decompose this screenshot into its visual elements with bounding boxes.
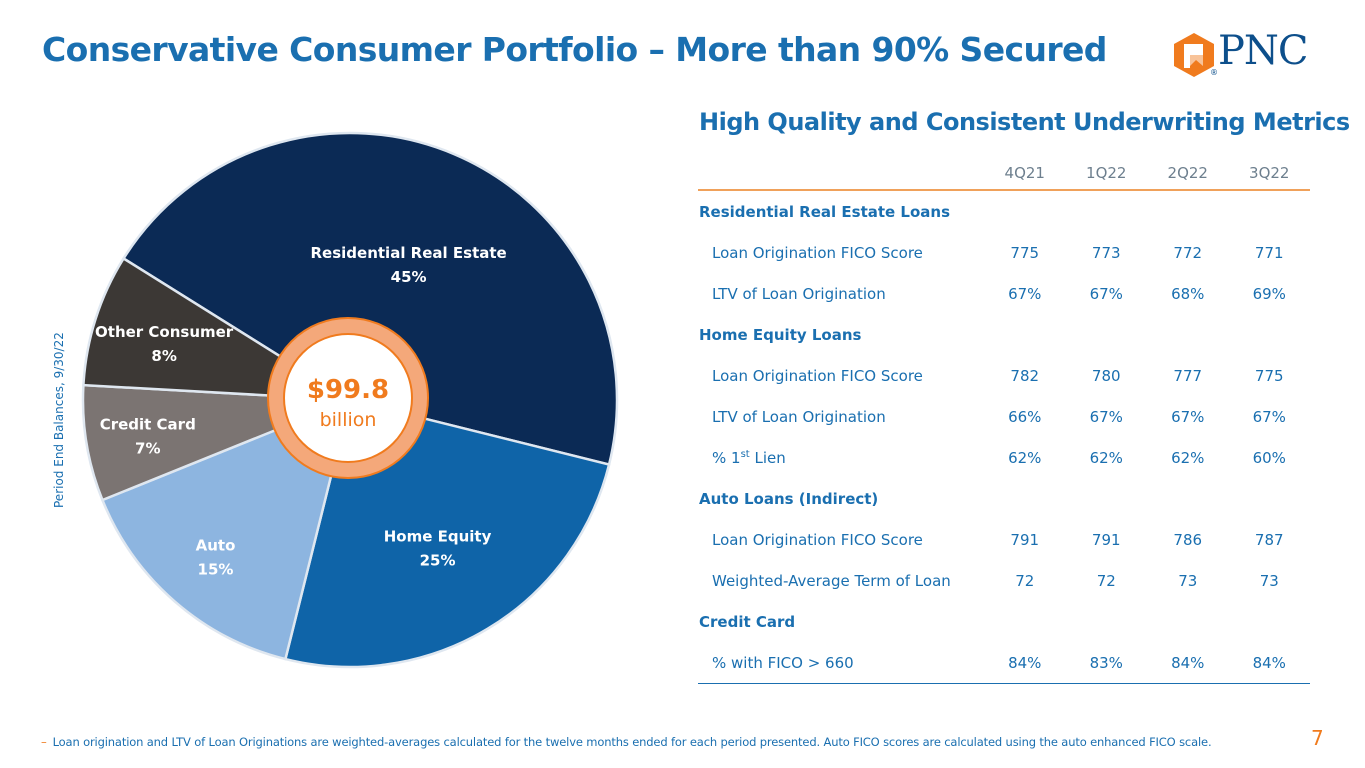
metric-value: 772 xyxy=(1173,243,1203,262)
metric-value: 791 xyxy=(1091,530,1121,549)
metric-row: % 1st Lien 62% 62% 62% 60% xyxy=(698,437,1310,478)
section-title: Auto Loans (Indirect) xyxy=(699,489,879,508)
pie-slice-residential-real-estate xyxy=(121,131,619,467)
metric-row: LTV of Loan Origination 67% 67% 68% 69% xyxy=(698,273,1310,314)
metric-value: 777 xyxy=(1173,366,1203,385)
column-header: 2Q22 xyxy=(1147,156,1229,191)
pnc-logo-text: PNC xyxy=(1218,28,1309,74)
center-disc xyxy=(283,333,413,463)
section-row: Auto Loans (Indirect) xyxy=(698,478,1310,519)
metric-value: 786 xyxy=(1173,530,1203,549)
metric-value: 62% xyxy=(1008,448,1042,467)
metric-value: 67% xyxy=(1252,407,1286,426)
metric-value: 72 xyxy=(1096,571,1116,590)
section-title: Home Equity Loans xyxy=(699,325,862,344)
page-title: Conservative Consumer Portfolio – More t… xyxy=(42,30,1107,69)
metric-row: Loan Origination FICO Score 782 780 777 775 xyxy=(698,355,1310,396)
metric-value: 791 xyxy=(1010,530,1040,549)
center-total-unit: billion xyxy=(320,409,377,431)
metric-row: % with FICO > 660 84% 83% 84% 84% xyxy=(698,642,1310,684)
section-title: Residential Real Estate Loans xyxy=(699,202,951,221)
underwriting-metrics-table: 4Q21 1Q22 2Q22 3Q22 Residential Real Est… xyxy=(698,156,1310,684)
page-number: 7 xyxy=(1311,726,1324,750)
metric-value: 72 xyxy=(1015,571,1035,590)
metric-value: 73 xyxy=(1259,571,1279,590)
pie-label-value: 45% xyxy=(391,268,427,286)
row-label: Weighted-Average Term of Loan xyxy=(712,571,951,590)
metric-value: 62% xyxy=(1171,448,1205,467)
consumer-portfolio-pie-chart: Residential Real Estate 45% Home Equity 25%… xyxy=(81,131,619,669)
pie-label-credit-card: Credit Card 7% xyxy=(100,415,196,457)
pie-label-name: Credit Card xyxy=(100,415,196,433)
pie-label-home-equity: Home Equity 25% xyxy=(384,528,492,570)
metric-value: 771 xyxy=(1254,243,1284,262)
metric-value: 780 xyxy=(1091,366,1121,385)
metric-value: 787 xyxy=(1254,530,1284,549)
pie-label-auto: Auto 15% xyxy=(196,537,236,579)
pie-label-other-consumer: Other Consumer 8% xyxy=(95,323,234,365)
row-label-post: Lien xyxy=(749,448,786,467)
metric-row: Weighted-Average Term of Loan 72 72 73 73 xyxy=(698,560,1310,601)
metric-value: 73 xyxy=(1178,571,1198,590)
center-total-value: $99.8 xyxy=(307,375,389,405)
section-row: Credit Card xyxy=(698,601,1310,642)
metric-row: Loan Origination FICO Score 775 773 772 771 xyxy=(698,232,1310,273)
metric-value: 68% xyxy=(1171,284,1205,303)
metric-value: 84% xyxy=(1228,642,1310,684)
metric-value: 62% xyxy=(1089,448,1123,467)
pie-slice-auto xyxy=(100,397,352,661)
footnote: – Loan origination and LTV of Loan Origin… xyxy=(41,735,1212,749)
pnc-logo: PNC ® xyxy=(1172,28,1332,80)
metric-value: 84% xyxy=(984,642,1066,684)
row-label-pre: % 1 xyxy=(712,448,741,467)
column-header: 1Q22 xyxy=(1065,156,1147,191)
pnc-logo-mark-icon xyxy=(1174,33,1214,77)
metric-value: 67% xyxy=(1171,407,1205,426)
metric-value: 67% xyxy=(1008,284,1042,303)
metric-value: 775 xyxy=(1010,243,1040,262)
row-label: LTV of Loan Origination xyxy=(712,407,886,426)
metric-value: 69% xyxy=(1252,284,1286,303)
section-row: Residential Real Estate Loans xyxy=(698,190,1310,232)
row-label: Loan Origination FICO Score xyxy=(712,530,923,549)
pie-label-name: Auto xyxy=(196,537,236,555)
pie-label-value: 25% xyxy=(420,552,456,570)
metric-value: 773 xyxy=(1091,243,1121,262)
table-title: High Quality and Consistent Underwriting… xyxy=(699,108,1350,136)
metric-value: 83% xyxy=(1065,642,1147,684)
row-label-sup: st xyxy=(740,448,750,460)
row-label: Loan Origination FICO Score xyxy=(712,243,923,262)
column-header: 3Q22 xyxy=(1228,156,1310,191)
row-label: % 1st Lien xyxy=(698,437,984,478)
row-label: Loan Origination FICO Score xyxy=(712,366,923,385)
metric-value: 66% xyxy=(1008,407,1042,426)
pie-label-value: 15% xyxy=(198,561,234,579)
metric-value: 60% xyxy=(1252,448,1286,467)
pie-label-value: 7% xyxy=(135,439,160,457)
registered-mark: ® xyxy=(1210,68,1218,77)
metric-row: Loan Origination FICO Score 791 791 786 787 xyxy=(698,519,1310,560)
metric-value: 775 xyxy=(1254,366,1284,385)
pie-label-name: Residential Real Estate xyxy=(311,244,507,262)
pie-label-name: Other Consumer xyxy=(95,323,234,341)
section-row: Home Equity Loans xyxy=(698,314,1310,355)
pie-label-name: Home Equity xyxy=(384,528,492,546)
row-label: LTV of Loan Origination xyxy=(712,284,886,303)
header-label-column xyxy=(698,156,984,191)
footnote-dash: – xyxy=(41,735,47,749)
metric-row: LTV of Loan Origination 66% 67% 67% 67% xyxy=(698,396,1310,437)
row-label: % with FICO > 660 xyxy=(698,642,984,684)
metric-value: 67% xyxy=(1089,407,1123,426)
footnote-text: Loan origination and LTV of Loan Origina… xyxy=(52,735,1212,749)
section-title: Credit Card xyxy=(699,612,796,631)
metric-value: 67% xyxy=(1089,284,1123,303)
metric-value: 782 xyxy=(1010,366,1040,385)
pie-label-residential-real-estate: Residential Real Estate 45% xyxy=(311,244,507,286)
column-header: 4Q21 xyxy=(984,156,1066,191)
table-header-row: 4Q21 1Q22 2Q22 3Q22 xyxy=(698,156,1310,191)
metric-value: 84% xyxy=(1147,642,1229,684)
pie-label-value: 8% xyxy=(151,347,176,365)
